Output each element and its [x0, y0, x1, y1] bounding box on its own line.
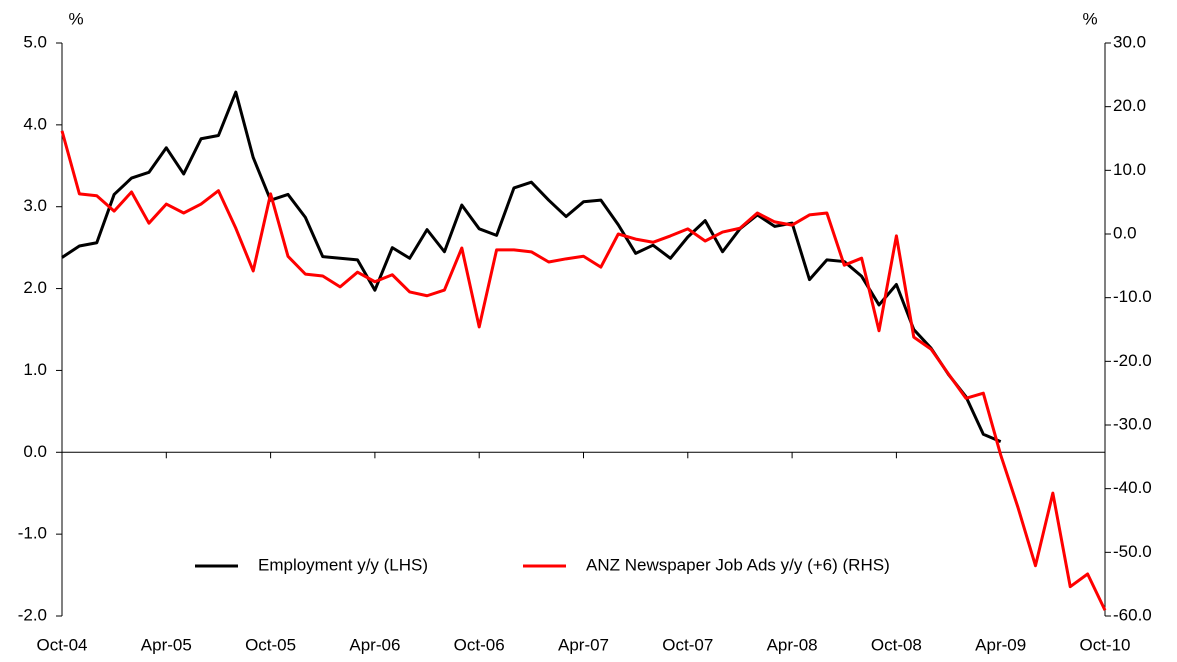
- y2-tick-label: 20.0: [1113, 96, 1146, 115]
- y2-tick-label: 10.0: [1113, 160, 1146, 179]
- x-tick-label: Apr-07: [558, 635, 609, 654]
- x-tick-label: Apr-06: [349, 635, 400, 654]
- x-tick-label: Oct-10: [1079, 635, 1130, 654]
- y-tick-label: 0.0: [23, 442, 47, 461]
- y2-tick-label: 0.0: [1113, 223, 1137, 242]
- y-unit-label: %: [68, 9, 83, 28]
- legend-label: Employment y/y (LHS): [258, 555, 428, 574]
- y2-tick-label: -40.0: [1113, 478, 1152, 497]
- x-tick-label: Oct-08: [871, 635, 922, 654]
- y2-tick-label: -20.0: [1113, 351, 1152, 370]
- y-tick-label: 2.0: [23, 278, 47, 297]
- series-line: [61, 90, 1002, 444]
- y2-tick-label: -60.0: [1113, 605, 1152, 624]
- y-tick-label: 3.0: [23, 196, 47, 215]
- series-line: [60, 130, 1107, 611]
- y2-tick-label: -50.0: [1113, 542, 1152, 561]
- x-tick-label: Oct-07: [662, 635, 713, 654]
- y-tick-label: -2.0: [18, 605, 47, 624]
- y2-tick-label: -30.0: [1113, 414, 1152, 433]
- y-tick-label: 4.0: [23, 114, 47, 133]
- x-tick-label: Oct-06: [454, 635, 505, 654]
- x-tick-label: Apr-05: [141, 635, 192, 654]
- legend-label: ANZ Newspaper Job Ads y/y (+6) (RHS): [586, 555, 890, 574]
- x-tick-label: Apr-09: [975, 635, 1026, 654]
- x-tick-label: Apr-08: [767, 635, 818, 654]
- y-tick-label: -1.0: [18, 524, 47, 543]
- y-tick-label: 1.0: [23, 360, 47, 379]
- y2-tick-label: 30.0: [1113, 32, 1146, 51]
- y-tick-label: 5.0: [23, 32, 47, 51]
- y2-tick-label: -10.0: [1113, 287, 1152, 306]
- y2-unit-label: %: [1082, 9, 1097, 28]
- x-tick-label: Oct-04: [36, 635, 87, 654]
- x-tick-label: Oct-05: [245, 635, 296, 654]
